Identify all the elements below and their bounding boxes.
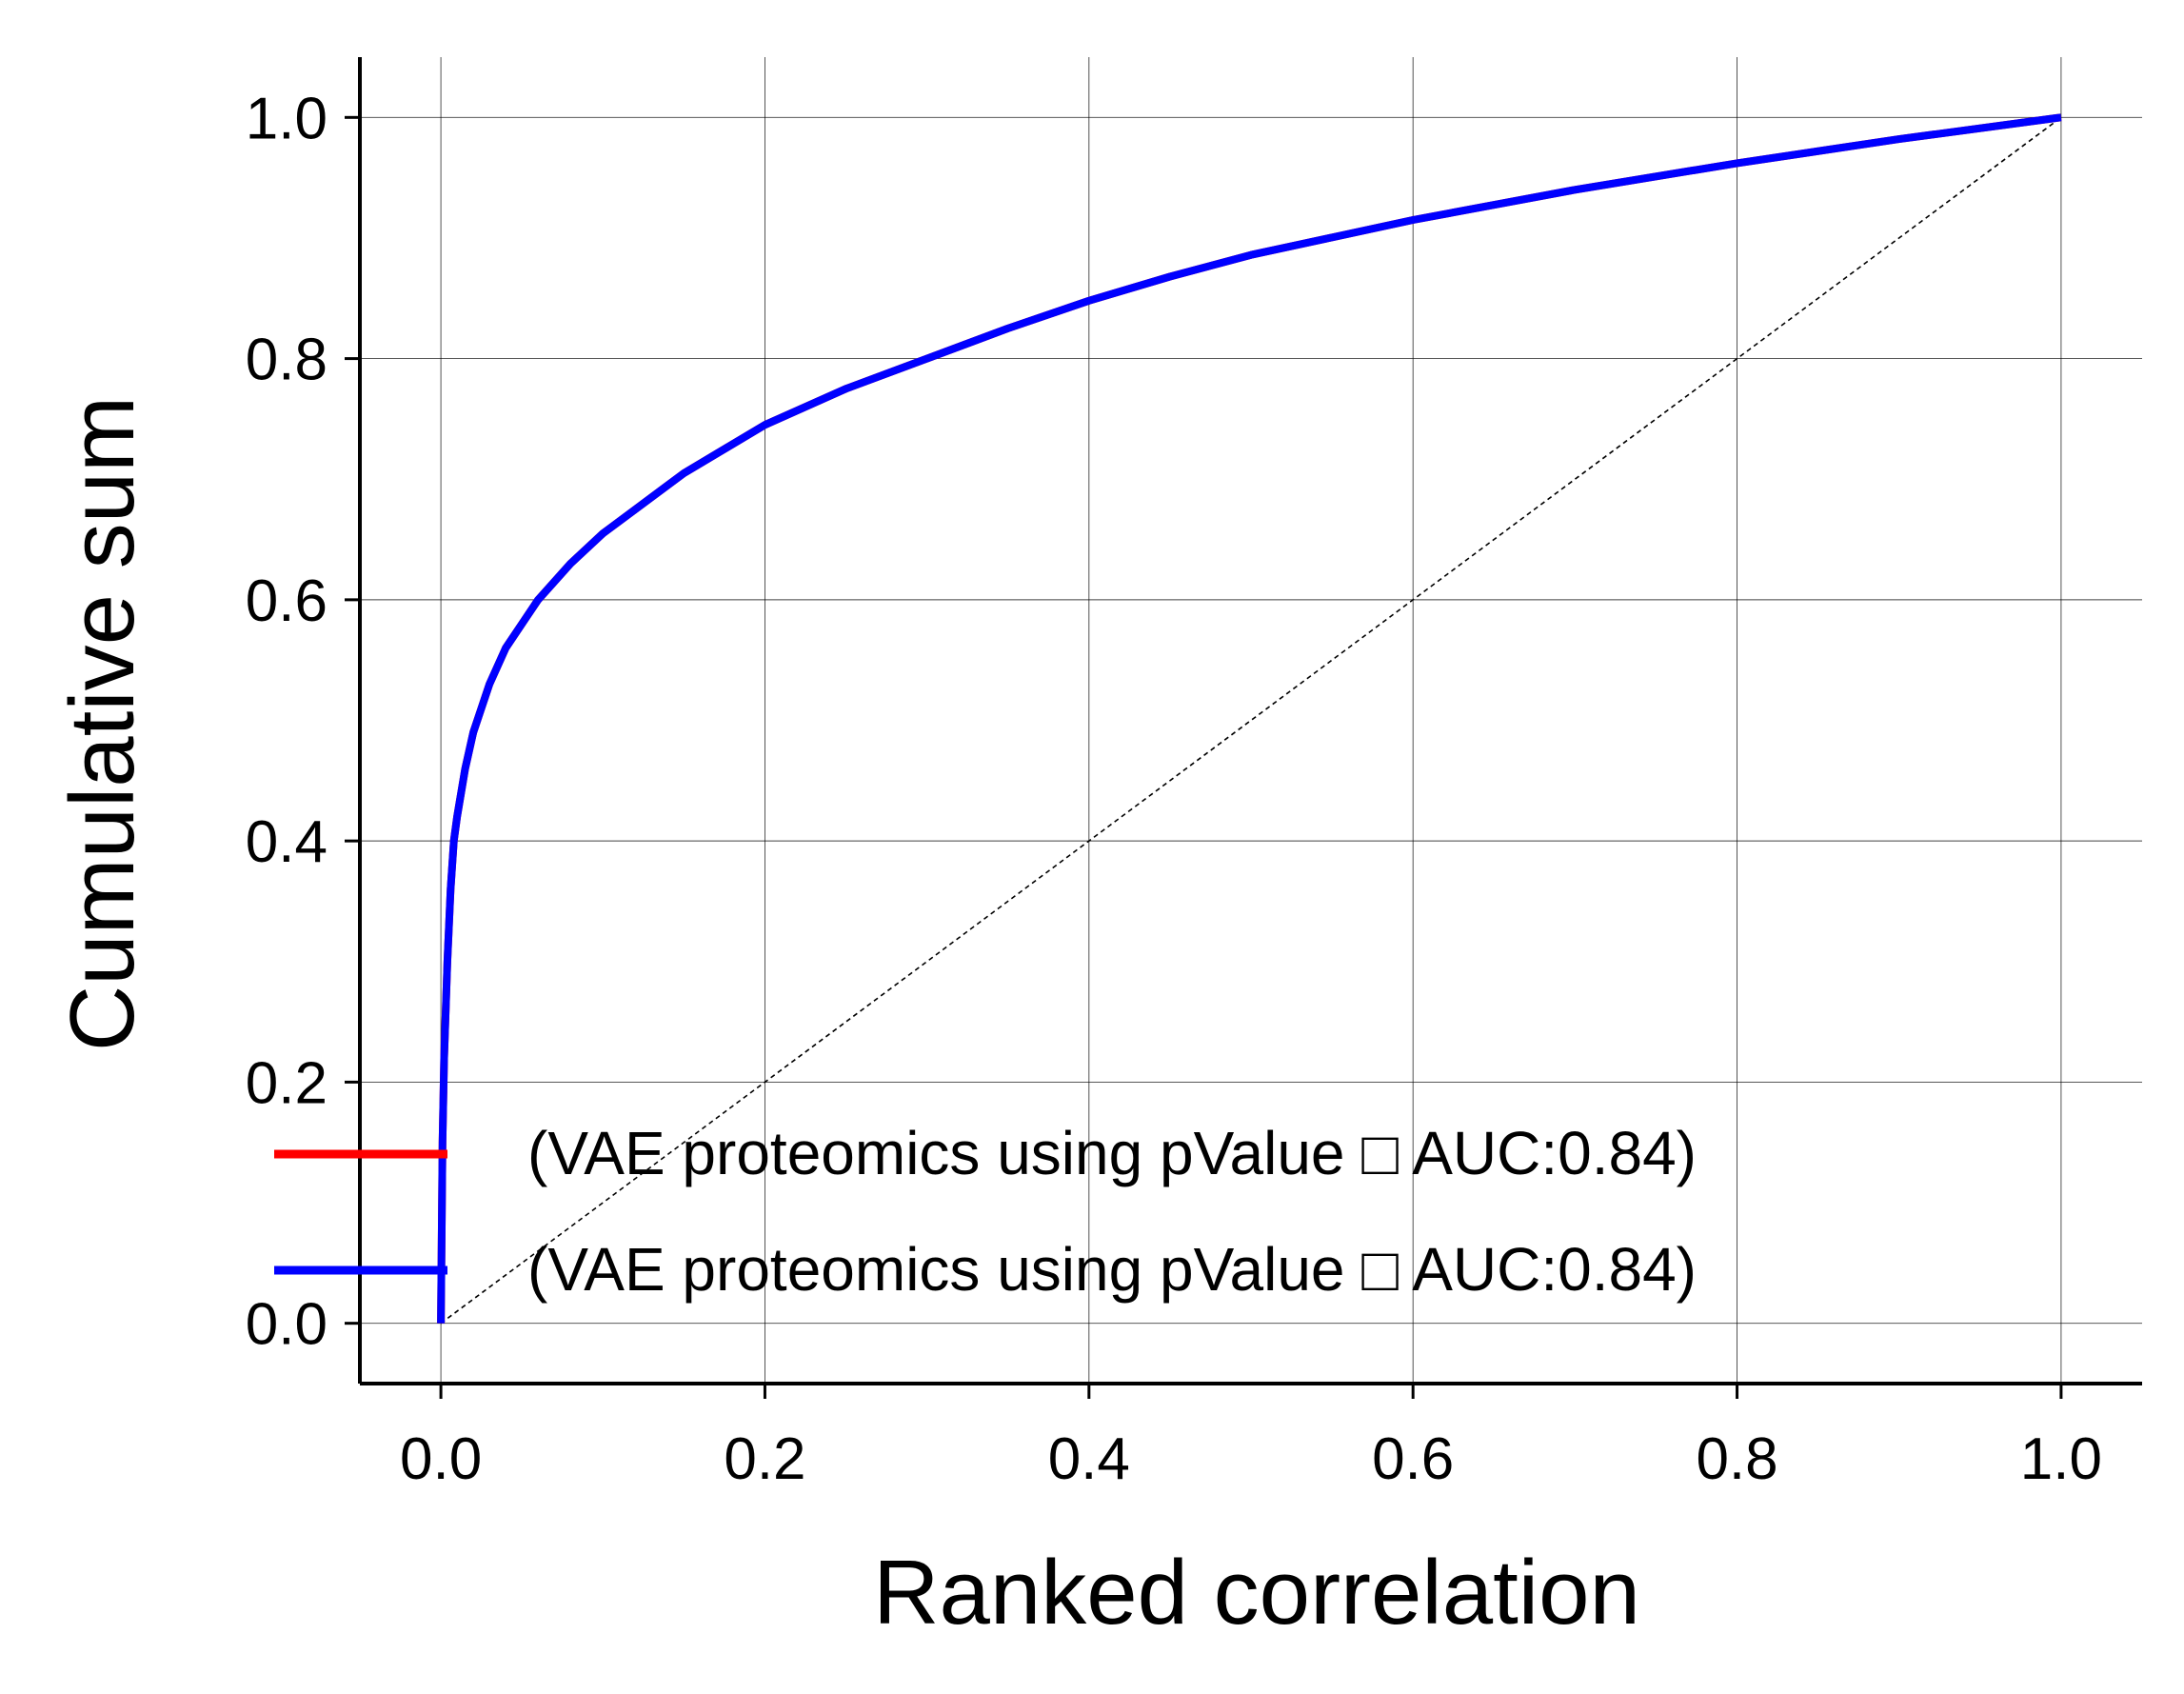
y-tick-label: 0.4 — [246, 809, 328, 875]
y-tick-label: 0.6 — [246, 568, 328, 634]
reference-diagonal-line — [440, 116, 2062, 1325]
y-tick-label: 0.2 — [246, 1050, 328, 1116]
x-tick-label: 0.4 — [1048, 1426, 1130, 1492]
y-tick-label: 1.0 — [246, 86, 328, 151]
axes — [358, 57, 2142, 1385]
y-axis-label: Cumulative sum — [51, 396, 153, 1051]
legend-label-0: (VAE proteomics using pValue □ AUC:0.84) — [527, 1119, 1697, 1187]
series-line-blue — [437, 113, 2062, 1324]
x-tick-label: 0.0 — [400, 1426, 482, 1492]
grid — [360, 57, 2142, 1384]
ticks: 0.0 0.2 0.4 0.6 0.8 1.0 0.0 0.2 0.4 0.6 0.8 1.0 — [246, 86, 2102, 1492]
legend: (VAE proteomics using pValue □ AUC:0.84)… — [274, 1119, 1697, 1304]
x-tick-label: 0.2 — [724, 1426, 805, 1492]
reference-line-group — [440, 116, 2062, 1325]
y-tick-label: 0.8 — [246, 328, 328, 393]
x-tick-label: 0.8 — [1696, 1426, 1777, 1492]
x-tick-label: 0.6 — [1372, 1426, 1454, 1492]
x-tick-label: 1.0 — [2020, 1426, 2102, 1492]
y-tick-label: 0.0 — [246, 1292, 328, 1358]
legend-label-1: (VAE proteomics using pValue □ AUC:0.84) — [527, 1235, 1697, 1304]
series-group — [437, 113, 2062, 1324]
x-axis-label: Ranked correlation — [873, 1542, 1640, 1644]
